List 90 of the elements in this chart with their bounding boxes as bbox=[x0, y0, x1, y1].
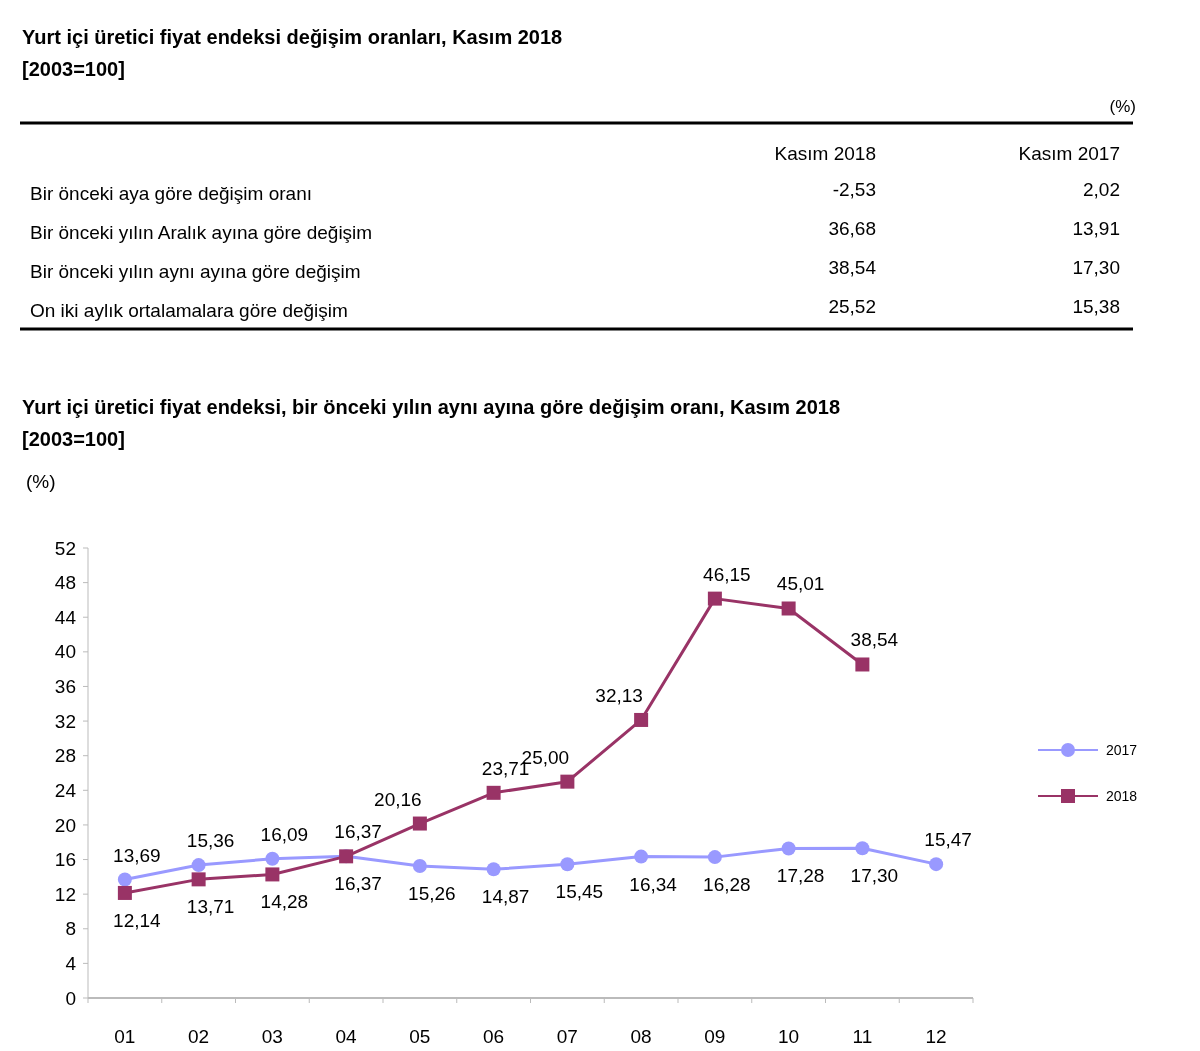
data-label: 17,30 bbox=[1072, 257, 1120, 278]
data-label: 13,69 bbox=[113, 844, 161, 866]
x-tick-label: 02 bbox=[188, 1026, 210, 1047]
point bbox=[191, 872, 206, 887]
y-tick-label: 48 bbox=[54, 572, 76, 594]
chart-subtitle: [2003=100] bbox=[22, 428, 125, 450]
data-label: 38,54 bbox=[850, 629, 899, 651]
data-label: 15,38 bbox=[1072, 296, 1120, 317]
x-tick-label: 12 bbox=[925, 1026, 947, 1047]
point bbox=[781, 601, 796, 616]
y-tick-label: 36 bbox=[54, 676, 76, 698]
y-tick-label: 8 bbox=[65, 918, 76, 940]
data-label: 14,87 bbox=[481, 886, 530, 908]
data-label: 38,54 bbox=[828, 257, 877, 278]
x-tick-label: 08 bbox=[630, 1026, 652, 1047]
point bbox=[560, 774, 575, 789]
text: Kasım 2018 bbox=[774, 143, 876, 164]
text: (%) bbox=[1109, 97, 1136, 116]
y-tick-label: 16 bbox=[54, 849, 76, 871]
data-label: 16,09 bbox=[260, 823, 309, 845]
x-tick-label: 09 bbox=[704, 1026, 726, 1047]
data-label: 13,71 bbox=[186, 896, 235, 918]
x-tick-label: 04 bbox=[335, 1026, 358, 1047]
text: Kasım 2017 bbox=[1018, 143, 1120, 164]
y-tick-label: 20 bbox=[54, 814, 76, 836]
point bbox=[634, 849, 649, 864]
data-label: 13,91 bbox=[1072, 218, 1120, 239]
point bbox=[855, 841, 870, 856]
point bbox=[781, 841, 796, 856]
category-label: Bir önceki aya göre değişim oranı bbox=[30, 183, 312, 204]
y-tick-label: 52 bbox=[54, 537, 76, 559]
y-tick-label: 24 bbox=[54, 779, 77, 801]
data-label: 14,28 bbox=[260, 891, 309, 913]
data-label: 45,01 bbox=[776, 573, 825, 595]
data-label: 15,36 bbox=[186, 830, 235, 852]
point bbox=[560, 857, 575, 872]
x-tick-label: 06 bbox=[483, 1026, 505, 1047]
y-tick-label: 4 bbox=[65, 953, 77, 975]
y-axis-title: (%) bbox=[26, 471, 56, 492]
x-tick-label: 05 bbox=[409, 1026, 431, 1047]
x-tick-label: 03 bbox=[261, 1026, 283, 1047]
text: [2003=100] bbox=[22, 58, 125, 80]
data-label: 15,45 bbox=[555, 881, 604, 903]
point bbox=[412, 858, 427, 873]
data-label: 15,26 bbox=[408, 882, 456, 904]
legend-label: 2017 bbox=[1106, 741, 1138, 758]
y-tick-label: 40 bbox=[54, 641, 76, 663]
x-tick-label: 01 bbox=[114, 1026, 136, 1047]
y-tick-label: 32 bbox=[54, 710, 76, 732]
point bbox=[707, 591, 722, 606]
x-tick-label: 10 bbox=[778, 1026, 800, 1047]
data-label: 15,47 bbox=[924, 829, 972, 851]
x-tick-label: 07 bbox=[556, 1026, 578, 1047]
data-label: 36,68 bbox=[828, 218, 876, 239]
data-label: 17,28 bbox=[776, 865, 825, 887]
category-label: Bir önceki yılın aynı ayına göre değişim bbox=[30, 261, 361, 282]
point bbox=[117, 872, 132, 887]
y-tick-label: 44 bbox=[54, 606, 77, 628]
data-label: 16,34 bbox=[629, 873, 678, 895]
data-label: 17,30 bbox=[850, 865, 899, 887]
point bbox=[929, 857, 944, 872]
data-label: 2,02 bbox=[1083, 179, 1120, 200]
point bbox=[191, 858, 206, 873]
x-tick-label: 11 bbox=[852, 1026, 873, 1047]
category-label: On iki aylık ortalamalara göre değişim bbox=[30, 300, 348, 321]
point bbox=[412, 816, 427, 831]
point bbox=[486, 785, 501, 800]
point bbox=[486, 862, 501, 877]
point bbox=[707, 850, 722, 865]
data-label: 20,16 bbox=[374, 788, 422, 810]
category-label: Bir önceki yılın Aralık ayına göre değişim bbox=[30, 222, 373, 243]
point bbox=[855, 657, 870, 672]
y-tick-label: 0 bbox=[65, 987, 76, 1009]
text: Yurt içi üretici fiyat endeksi değişim oranları, Kasım 2018 bbox=[22, 26, 563, 48]
point bbox=[265, 867, 280, 882]
data-label: 32,13 bbox=[595, 684, 643, 706]
data-label: 16,37 bbox=[334, 873, 382, 895]
point bbox=[265, 851, 280, 866]
data-label: 16,37 bbox=[334, 821, 382, 843]
y-tick-label: 12 bbox=[54, 883, 76, 905]
data-label: 46,15 bbox=[703, 563, 751, 585]
y-tick-label: 28 bbox=[54, 745, 76, 767]
data-label: 16,28 bbox=[703, 874, 751, 896]
point bbox=[634, 712, 649, 727]
data-label: 25,52 bbox=[828, 296, 876, 317]
legend-label: 2018 bbox=[1106, 787, 1138, 804]
data-label: -2,53 bbox=[832, 179, 876, 200]
data-label: 12,14 bbox=[113, 909, 162, 931]
point bbox=[117, 885, 132, 900]
chart-title: Yurt içi üretici fiyat endeksi, bir önceki yılın aynı ayına göre değişim oranı, Kasım 2018 bbox=[22, 396, 841, 418]
